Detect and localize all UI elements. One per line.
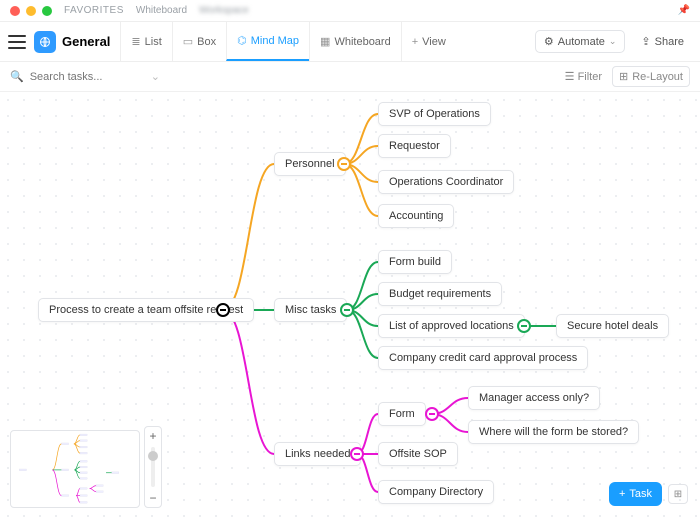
menu-icon[interactable] <box>8 35 26 49</box>
node-p3[interactable]: Operations Coordinator <box>378 170 514 194</box>
space-icon[interactable] <box>34 31 56 53</box>
automate-label: Automate <box>558 36 605 48</box>
node-m3a[interactable]: Secure hotel deals <box>556 314 669 338</box>
edge-root-personnel <box>52 444 61 470</box>
chevron-down-icon: ⌄ <box>609 36 617 47</box>
share-icon: ⇪ <box>641 35 650 48</box>
filter-bar: 🔍 ⌄ ☰ Filter ⊞ Re-Layout <box>0 62 700 92</box>
node-misc[interactable]: Misc tasks <box>274 298 347 322</box>
tab-icon: ▭ <box>183 35 193 48</box>
node-p1[interactable]: SVP of Operations <box>378 102 491 126</box>
edge-personnel-p4 <box>344 164 378 216</box>
titlebar: FAVORITES Whiteboard Workspace 📌 <box>0 0 700 22</box>
min-dot[interactable] <box>26 6 36 16</box>
node-l2[interactable]: Offsite SOP <box>378 442 458 466</box>
fab-area: + Task ⊞ <box>609 482 688 506</box>
node-p4[interactable]: Accounting <box>378 204 454 228</box>
tab-label: List <box>145 36 162 48</box>
breadcrumb-2[interactable]: Workspace <box>199 5 249 16</box>
edge-misc-m1 <box>347 262 378 310</box>
robot-icon: ⚙ <box>544 35 554 48</box>
window-controls <box>10 6 52 16</box>
node-l3[interactable]: Company Directory <box>378 480 494 504</box>
relayout-button[interactable]: ⊞ Re-Layout <box>612 66 690 87</box>
mindmap-canvas[interactable]: + − + Task ⊞ Process to create a team of… <box>0 92 700 518</box>
tab-box[interactable]: ▭ Box <box>172 22 226 61</box>
tab-icon: ⌬ <box>237 34 247 47</box>
minimap[interactable] <box>10 430 140 508</box>
connector-root_right[interactable] <box>216 303 230 317</box>
tab-label: Whiteboard <box>334 36 390 48</box>
toolbar: General ≣ List ▭ Box ⌬ Mind Map ▦ Whiteboard + Vi… <box>0 22 700 62</box>
zoom-in-button[interactable]: + <box>145 427 161 445</box>
relayout-icon: ⊞ <box>619 70 628 83</box>
node-m1[interactable]: Form build <box>378 250 452 274</box>
node-l1[interactable]: Form <box>378 402 426 426</box>
zoom-control: + − <box>144 426 162 508</box>
tab-label: Box <box>197 36 216 48</box>
node-m4[interactable]: Company credit card approval process <box>378 346 588 370</box>
favorites-label: FAVORITES <box>64 5 124 16</box>
max-dot[interactable] <box>42 6 52 16</box>
edge-links-l3 <box>76 496 80 503</box>
filter-icon: ☰ <box>565 71 575 83</box>
zoom-slider[interactable] <box>151 447 155 487</box>
edge-l1-l1a <box>90 486 96 489</box>
node-links[interactable]: Links needed <box>274 442 361 466</box>
breadcrumb-1[interactable]: Whiteboard <box>136 5 187 16</box>
apps-icon[interactable]: ⊞ <box>668 484 688 504</box>
chevron-down-icon[interactable]: ⌄ <box>151 70 160 83</box>
node-m2[interactable]: Budget requirements <box>378 282 502 306</box>
tab-whiteboard[interactable]: ▦ Whiteboard <box>309 22 401 61</box>
zoom-out-button[interactable]: − <box>145 489 161 507</box>
edge-misc-m4 <box>347 310 378 358</box>
edge-root-links <box>223 310 274 454</box>
new-task-button[interactable]: + Task <box>609 482 662 506</box>
share-label: Share <box>655 36 684 48</box>
connector-m3_right[interactable] <box>517 319 531 333</box>
search-icon: 🔍 <box>10 70 24 83</box>
pin-icon[interactable]: 📌 <box>678 5 690 16</box>
node-l1a[interactable]: Manager access only? <box>468 386 600 410</box>
close-dot[interactable] <box>10 6 20 16</box>
space-name[interactable]: General <box>62 34 110 49</box>
node-l1b[interactable]: Where will the form be stored? <box>468 420 639 444</box>
filter-button[interactable]: ☰ Filter <box>565 70 602 83</box>
edge-root-personnel <box>223 164 274 310</box>
relayout-label: Re-Layout <box>632 71 683 83</box>
filter-label: Filter <box>578 71 602 83</box>
tab-icon: ≣ <box>131 35 140 48</box>
tab-list[interactable]: ≣ List <box>120 22 171 61</box>
connector-personnel_right[interactable] <box>337 157 351 171</box>
share-button[interactable]: ⇪ Share <box>633 31 692 52</box>
search-input[interactable] <box>30 71 145 83</box>
search-wrap[interactable]: 🔍 ⌄ <box>10 70 160 83</box>
tab-label: View <box>422 36 446 48</box>
node-personnel[interactable]: Personnel <box>274 152 346 176</box>
view-tabs: ≣ List ▭ Box ⌬ Mind Map ▦ Whiteboard + View <box>120 22 455 61</box>
connector-misc_right[interactable] <box>340 303 354 317</box>
edge-l1-l1b <box>90 488 96 491</box>
tab-label: Mind Map <box>251 35 299 47</box>
edge-misc-m2 <box>74 467 80 470</box>
edge-root-links <box>52 470 61 496</box>
task-label: Task <box>629 488 652 500</box>
edge-personnel-p1 <box>344 114 378 164</box>
connector-links_right[interactable] <box>350 447 364 461</box>
edge-personnel-p2 <box>74 441 80 444</box>
tab-icon: + <box>412 36 418 48</box>
connector-l1_right[interactable] <box>425 407 439 421</box>
tab-view[interactable]: + View <box>401 22 456 61</box>
node-m3[interactable]: List of approved locations <box>378 314 525 338</box>
node-p2[interactable]: Requestor <box>378 134 451 158</box>
automate-button[interactable]: ⚙ Automate ⌄ <box>535 30 626 53</box>
plus-icon: + <box>619 488 625 500</box>
edge-links-l1 <box>76 488 80 495</box>
tab-mind-map[interactable]: ⌬ Mind Map <box>226 22 309 61</box>
tab-icon: ▦ <box>320 35 330 48</box>
